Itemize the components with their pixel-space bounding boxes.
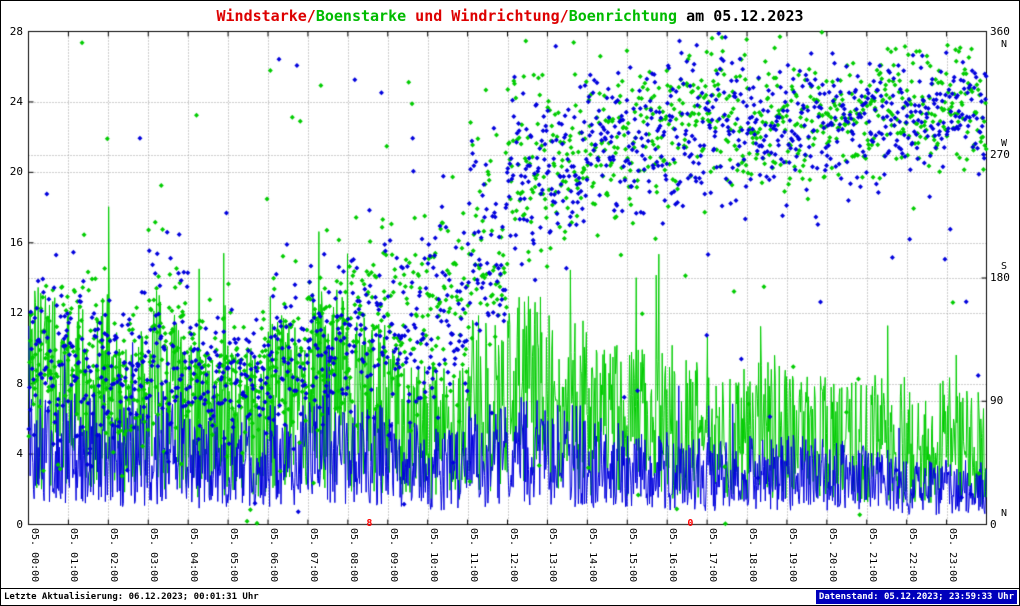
y-left-tick-label: 8	[16, 376, 23, 390]
last-update-text: Letzte Aktualisierung: 06.12.2023; 00:01…	[4, 592, 259, 602]
x-tick-label: 05. 12:00	[507, 528, 519, 583]
x-tick-label: 05. 14:00	[587, 528, 599, 583]
x-tick-label: 05. 08:00	[347, 528, 359, 583]
x-tick-label: 05. 19:00	[786, 528, 798, 583]
x-tick-label: 05. 18:00	[747, 528, 758, 583]
y-left-tick-label: 4	[16, 447, 23, 461]
y-left-tick-label: 28	[9, 24, 23, 38]
compass-letter: N	[1001, 38, 1008, 50]
x-tick-label: 05. 00:00	[28, 528, 40, 583]
compass-letter: N	[1001, 507, 1008, 519]
chart-title-segment: am 05.12.2023	[677, 7, 804, 25]
footer-divider	[1, 588, 1019, 589]
chart-title: Windstarke/Boenstarke und Windrichtung/B…	[1, 7, 1019, 25]
x-tick-label: 05. 06:00	[268, 528, 279, 583]
x-tick-label: 05. 13:00	[547, 528, 559, 583]
sun-time-annotation: 0	[687, 518, 694, 529]
y-right-tick-label: 180	[990, 271, 1010, 284]
x-tick-label: 05. 03:00	[148, 528, 160, 583]
x-tick-label: 05. 16:00	[667, 528, 679, 583]
x-tick-label: 05. 10:00	[427, 528, 439, 583]
sun-time-annotation: 8	[366, 518, 373, 529]
y-left-tick-label: 20	[9, 165, 23, 179]
x-tick-label: 05. 22:00	[906, 528, 918, 583]
x-tick-label: 05. 20:00	[826, 528, 838, 583]
y-right-tick-label: 360	[990, 24, 1010, 38]
chart-title-segment: Windstarke/	[216, 7, 316, 25]
x-tick-label: 05. 09:00	[387, 528, 399, 583]
chart-title-segment: und Windrichtung/	[406, 7, 569, 25]
y-axis-left-labels: 0 4 8 12 16 20 24 28	[1, 1, 27, 605]
x-tick-label: 05. 23:00	[946, 528, 958, 583]
compass-letter: W	[1001, 137, 1008, 149]
compass-letter: S	[1001, 261, 1008, 272]
x-tick-label: 05. 15:00	[627, 528, 639, 583]
y-left-tick-label: 12	[9, 306, 23, 320]
chart-title-segment: Boenrichtung	[568, 7, 678, 25]
x-tick-label: 05. 07:00	[307, 528, 319, 583]
y-right-tick-label: 0	[990, 517, 997, 531]
x-tick-label: 05. 21:00	[866, 528, 878, 583]
x-tick-label: 05. 05:00	[228, 528, 240, 583]
y-left-tick-label: 16	[9, 235, 23, 249]
chart-title-segment: Boenstarke	[315, 7, 407, 25]
x-tick-label: 05. 17:00	[707, 528, 719, 583]
y-right-tick-label: 90	[990, 394, 1004, 408]
y-right-tick-label: 270	[990, 147, 1010, 161]
x-tick-label: 05. 01:00	[68, 528, 80, 583]
x-tick-label: 05. 04:00	[188, 528, 200, 583]
y-axis-right-labels: 360 N 270 W 180 S 90 0 N	[990, 1, 1019, 605]
y-left-tick-label: 0	[16, 517, 23, 531]
data-status-text: Datenstand: 05.12.2023; 23:59:33 Uhr	[815, 590, 1017, 604]
y-left-tick-label: 24	[9, 94, 23, 108]
x-tick-label: 05. 02:00	[108, 528, 120, 583]
x-tick-label: 05. 11:00	[467, 528, 479, 583]
